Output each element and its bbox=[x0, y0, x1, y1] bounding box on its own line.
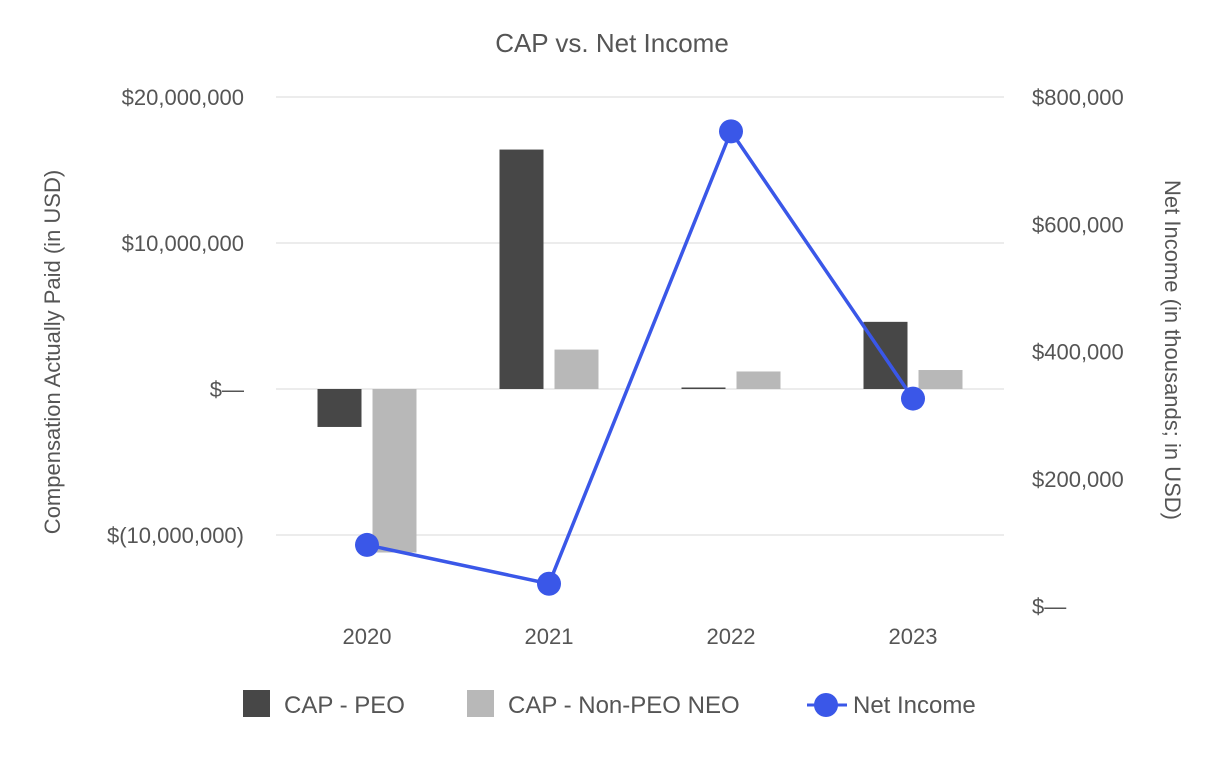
right-tick-label: $600,000 bbox=[1032, 212, 1124, 237]
legend-swatch-cap-non-peo-neo bbox=[467, 690, 494, 717]
net-income-point-2022 bbox=[719, 119, 743, 144]
bar-cap-non-peo-neo-2021 bbox=[554, 349, 599, 389]
left-tick-label: $10,000,000 bbox=[122, 231, 244, 256]
bar-cap-non-peo-neo-2023 bbox=[918, 370, 963, 389]
legend-swatch-cap-peo bbox=[243, 690, 270, 717]
bar-cap-peo-2022 bbox=[681, 387, 726, 389]
bar-cap-peo-2021 bbox=[499, 149, 544, 389]
bar-cap-peo-2020 bbox=[317, 389, 362, 427]
x-tick-label: 2022 bbox=[707, 624, 756, 649]
left-tick-label: $(10,000,000) bbox=[107, 523, 244, 548]
bar-cap-non-peo-neo-2020 bbox=[372, 389, 417, 553]
right-tick-label: $200,000 bbox=[1032, 467, 1124, 492]
net-income-point-2023 bbox=[901, 386, 925, 411]
legend-label-net-income: Net Income bbox=[853, 692, 976, 719]
left-tick-label: $— bbox=[210, 377, 244, 402]
right-axis-title: Net Income (in thousands; in USD) bbox=[1160, 180, 1185, 520]
chart-title: CAP vs. Net Income bbox=[495, 28, 729, 58]
x-axis-ticks: 2020 2021 2022 2023 bbox=[343, 624, 938, 649]
x-tick-label: 2021 bbox=[525, 624, 574, 649]
legend-label-cap-non-peo-neo: CAP - Non-PEO NEO bbox=[508, 692, 740, 719]
x-tick-label: 2020 bbox=[343, 624, 392, 649]
right-tick-label: $— bbox=[1032, 594, 1066, 619]
legend: CAP - PEO CAP - Non-PEO NEO Net Income bbox=[243, 690, 976, 719]
left-tick-label: $20,000,000 bbox=[122, 85, 244, 110]
left-axis-ticks: $20,000,000 $10,000,000 $— $(10,000,000) bbox=[107, 85, 244, 548]
right-tick-label: $800,000 bbox=[1032, 85, 1124, 110]
legend-swatch-net-income-marker bbox=[814, 693, 838, 717]
x-tick-label: 2023 bbox=[889, 624, 938, 649]
net-income-point-2021 bbox=[537, 571, 561, 596]
left-axis-title: Compensation Actually Paid (in USD) bbox=[40, 170, 65, 534]
bar-cap-non-peo-neo-2022 bbox=[736, 371, 781, 389]
legend-label-cap-peo: CAP - PEO bbox=[284, 692, 405, 719]
net-income-polyline bbox=[366, 129, 915, 586]
net-income-point-2020 bbox=[355, 532, 379, 557]
right-axis-ticks: $800,000 $600,000 $400,000 $200,000 $— bbox=[1032, 85, 1124, 619]
bars bbox=[317, 149, 963, 553]
net-income-line bbox=[355, 119, 925, 596]
right-tick-label: $400,000 bbox=[1032, 340, 1124, 365]
